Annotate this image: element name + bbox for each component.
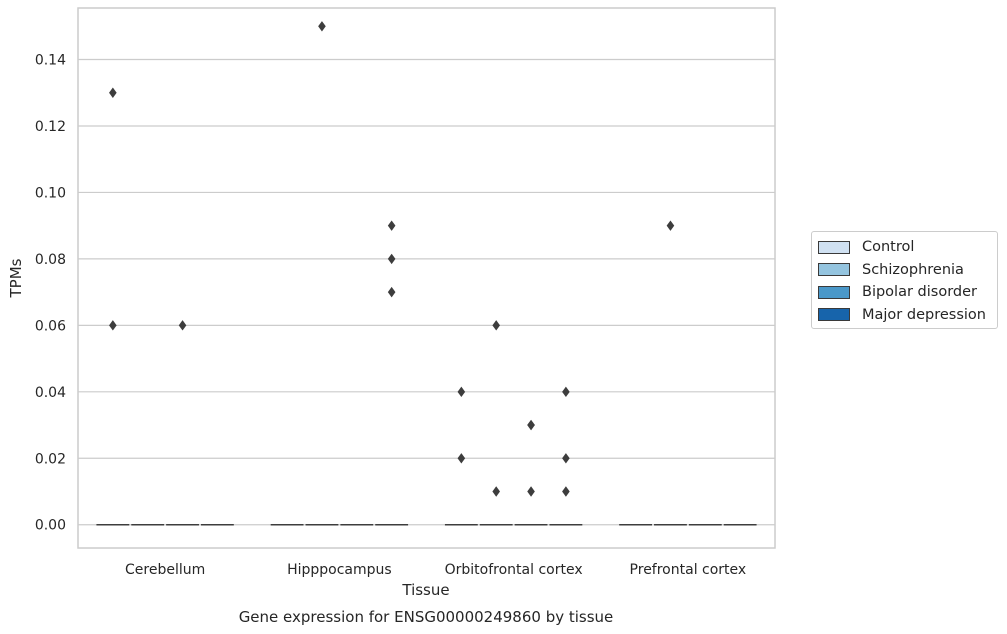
x-tick-label: Cerebellum xyxy=(125,562,205,578)
legend-label: Bipolar disorder xyxy=(862,284,977,301)
outlier-point xyxy=(387,220,396,231)
y-tick-label: 0.10 xyxy=(35,185,66,201)
grid-lines xyxy=(78,58,775,526)
x-tick-label: Prefrontal cortex xyxy=(630,562,747,578)
legend-swatch xyxy=(818,240,850,254)
plot-marks xyxy=(96,21,757,526)
outlier-point xyxy=(457,386,466,398)
legend-item: Schizophrenia xyxy=(812,259,997,282)
x-tick-label: Hipppocampus xyxy=(287,562,392,578)
legend-label: Schizophrenia xyxy=(862,261,964,278)
outlier-point xyxy=(387,286,396,298)
outlier-point xyxy=(562,453,570,464)
legend-item: Major depression xyxy=(812,304,997,327)
y-axis-label: TPMs xyxy=(7,258,25,298)
outlier-point xyxy=(492,486,500,497)
y-axis: 0.00 0.02 0.04 0.06 0.08 0.10 0.12 0.14 xyxy=(35,53,66,534)
legend-label: Major depression xyxy=(862,306,986,323)
legend-swatch xyxy=(818,308,850,322)
y-tick-label: 0.14 xyxy=(35,53,66,69)
outlier-point xyxy=(562,386,570,398)
outlier-point xyxy=(666,220,675,231)
outlier-point xyxy=(387,253,396,265)
outlier-point xyxy=(492,320,500,331)
plot-frame xyxy=(77,7,776,549)
legend-item: Bipolar disorder xyxy=(812,281,997,304)
legend: Control Schizophrenia Bipolar disorder Majo… xyxy=(811,231,998,329)
y-tick-label: 0.06 xyxy=(35,318,66,334)
chart-title: Gene expression for ENSG00000249860 by t… xyxy=(239,608,614,626)
y-tick-label: 0.04 xyxy=(35,385,66,401)
y-tick-label: 0.00 xyxy=(35,518,66,534)
x-axis-label: Tissue xyxy=(401,581,449,599)
outlier-point xyxy=(527,419,535,431)
outlier-point xyxy=(457,453,466,464)
legend-swatch xyxy=(818,285,850,299)
y-tick-label: 0.08 xyxy=(35,252,66,268)
outlier-point xyxy=(527,486,535,497)
outlier-point xyxy=(109,320,117,331)
x-axis: Cerebellum Hipppocampus Orbitofrontal cort… xyxy=(125,562,746,578)
legend-swatch xyxy=(818,263,850,277)
outlier-point xyxy=(562,486,570,497)
legend-label: Control xyxy=(862,239,915,256)
x-tick-label: Orbitofrontal cortex xyxy=(445,562,583,578)
legend-item: Control xyxy=(812,236,997,259)
y-tick-label: 0.02 xyxy=(35,451,66,467)
outlier-point xyxy=(318,21,326,32)
outlier-point xyxy=(109,87,117,98)
outlier-point xyxy=(178,320,187,331)
y-tick-label: 0.12 xyxy=(35,119,66,135)
